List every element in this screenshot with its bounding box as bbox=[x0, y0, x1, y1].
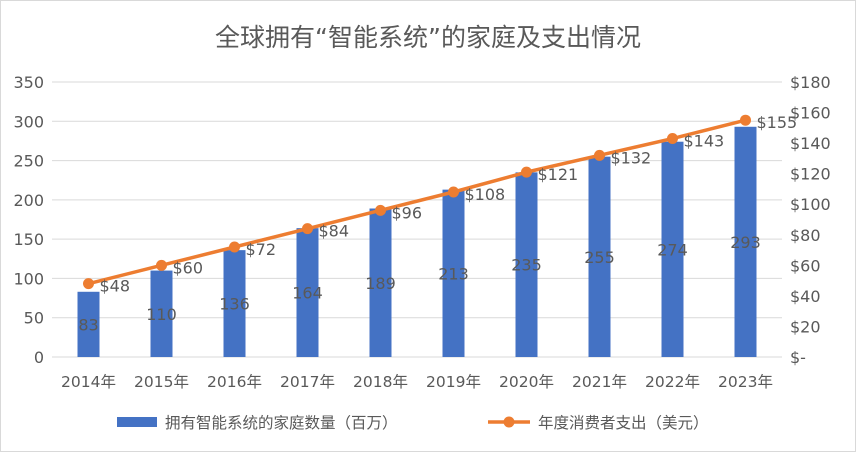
y-left-tick-label: 250 bbox=[13, 152, 44, 171]
line-series: $48 $60 $72 $84 $96 $108 $121 $132 $143 $155 bbox=[83, 113, 798, 296]
y-right-tick-label: $20 bbox=[790, 317, 821, 336]
y-right-tick-label: $60 bbox=[790, 256, 821, 275]
y-right-tick-label: $180 bbox=[790, 73, 831, 92]
bar bbox=[734, 126, 757, 358]
legend-bar-swatch bbox=[117, 417, 157, 427]
x-tick-label: 2019年 bbox=[426, 373, 481, 391]
line-point bbox=[594, 149, 605, 161]
line-point bbox=[448, 186, 459, 198]
line-data-label: $143 bbox=[684, 132, 725, 151]
line-path bbox=[88, 118, 746, 286]
bar-data-label: 274 bbox=[657, 240, 688, 259]
y-right-tick-label: $80 bbox=[790, 226, 821, 245]
y-left-tick-label: 0 bbox=[34, 348, 44, 367]
line-point bbox=[740, 114, 751, 126]
y-right-tick-label: $100 bbox=[790, 195, 831, 214]
x-tick-label: 2018年 bbox=[353, 373, 408, 391]
y-right-tick-label: $140 bbox=[790, 134, 831, 153]
bar-data-label: 189 bbox=[365, 274, 396, 293]
bar-data-label: 83 bbox=[78, 315, 98, 334]
y-right-tick-label: $- bbox=[790, 348, 806, 367]
y-left-tick-label: 300 bbox=[13, 112, 44, 131]
line-point bbox=[83, 278, 94, 290]
y-left-tick-label: 350 bbox=[13, 73, 44, 92]
line-data-label: $155 bbox=[757, 113, 798, 132]
bar bbox=[296, 228, 319, 357]
line-data-label: $72 bbox=[246, 240, 277, 259]
bar bbox=[223, 250, 246, 357]
x-tick-label: 2022年 bbox=[645, 373, 700, 391]
bar-data-label: 136 bbox=[219, 295, 250, 314]
x-tick-label: 2014年 bbox=[61, 373, 116, 391]
bar-data-label: 235 bbox=[511, 256, 542, 275]
y-right-tick-label: $160 bbox=[790, 104, 831, 123]
x-tick-label: 2020年 bbox=[499, 373, 554, 391]
x-tick-label: 2023年 bbox=[718, 373, 773, 391]
bar bbox=[442, 189, 465, 357]
legend-bar-label: 拥有智能系统的家庭数量（百万） bbox=[165, 414, 398, 432]
axes: 050100150200250300350$-$20$40$60$80$100$… bbox=[13, 73, 830, 391]
bar-data-label: 164 bbox=[292, 284, 323, 303]
line-point bbox=[302, 223, 313, 235]
line-data-label: $96 bbox=[392, 203, 423, 222]
line-data-label: $132 bbox=[611, 148, 652, 167]
bar bbox=[661, 141, 684, 357]
line-point bbox=[156, 259, 167, 271]
legend: 拥有智能系统的家庭数量（百万） 年度消费者支出（美元） bbox=[117, 414, 709, 432]
bar-data-label: 213 bbox=[438, 264, 469, 283]
x-tick-label: 2016年 bbox=[207, 373, 262, 391]
line-data-label: $48 bbox=[100, 277, 131, 296]
line-point bbox=[667, 133, 678, 145]
y-left-tick-label: 50 bbox=[24, 309, 44, 328]
bar-data-label: 110 bbox=[146, 305, 177, 324]
y-left-tick-label: 200 bbox=[13, 191, 44, 210]
line-data-label: $121 bbox=[538, 165, 579, 184]
bar bbox=[588, 156, 611, 357]
line-data-label: $60 bbox=[173, 258, 204, 277]
bar-data-label: 255 bbox=[584, 248, 615, 267]
line-point bbox=[521, 166, 532, 178]
bar bbox=[150, 270, 173, 357]
y-left-tick-label: 100 bbox=[13, 269, 44, 288]
legend-line-marker bbox=[503, 416, 515, 428]
y-left-tick-label: 150 bbox=[13, 230, 44, 249]
bar bbox=[369, 208, 392, 357]
bar bbox=[77, 291, 100, 357]
line-point bbox=[229, 241, 240, 253]
line-data-label: $108 bbox=[465, 185, 506, 204]
line-point bbox=[375, 204, 386, 216]
chart-title: 全球拥有“智能系统”的家庭及支出情况 bbox=[215, 23, 641, 52]
legend-line-label: 年度消费者支出（美元） bbox=[538, 414, 709, 432]
bar-data-label: 293 bbox=[730, 233, 761, 252]
x-tick-label: 2017年 bbox=[280, 373, 335, 391]
line-data-label: $84 bbox=[319, 222, 350, 241]
x-tick-label: 2015年 bbox=[134, 373, 189, 391]
y-right-tick-label: $120 bbox=[790, 165, 831, 184]
bar bbox=[515, 172, 538, 357]
y-right-tick-label: $40 bbox=[790, 287, 821, 306]
bar-series: 83 110 136 164 189 213 235 255 274 293 bbox=[77, 126, 761, 358]
x-tick-label: 2021年 bbox=[572, 373, 627, 391]
